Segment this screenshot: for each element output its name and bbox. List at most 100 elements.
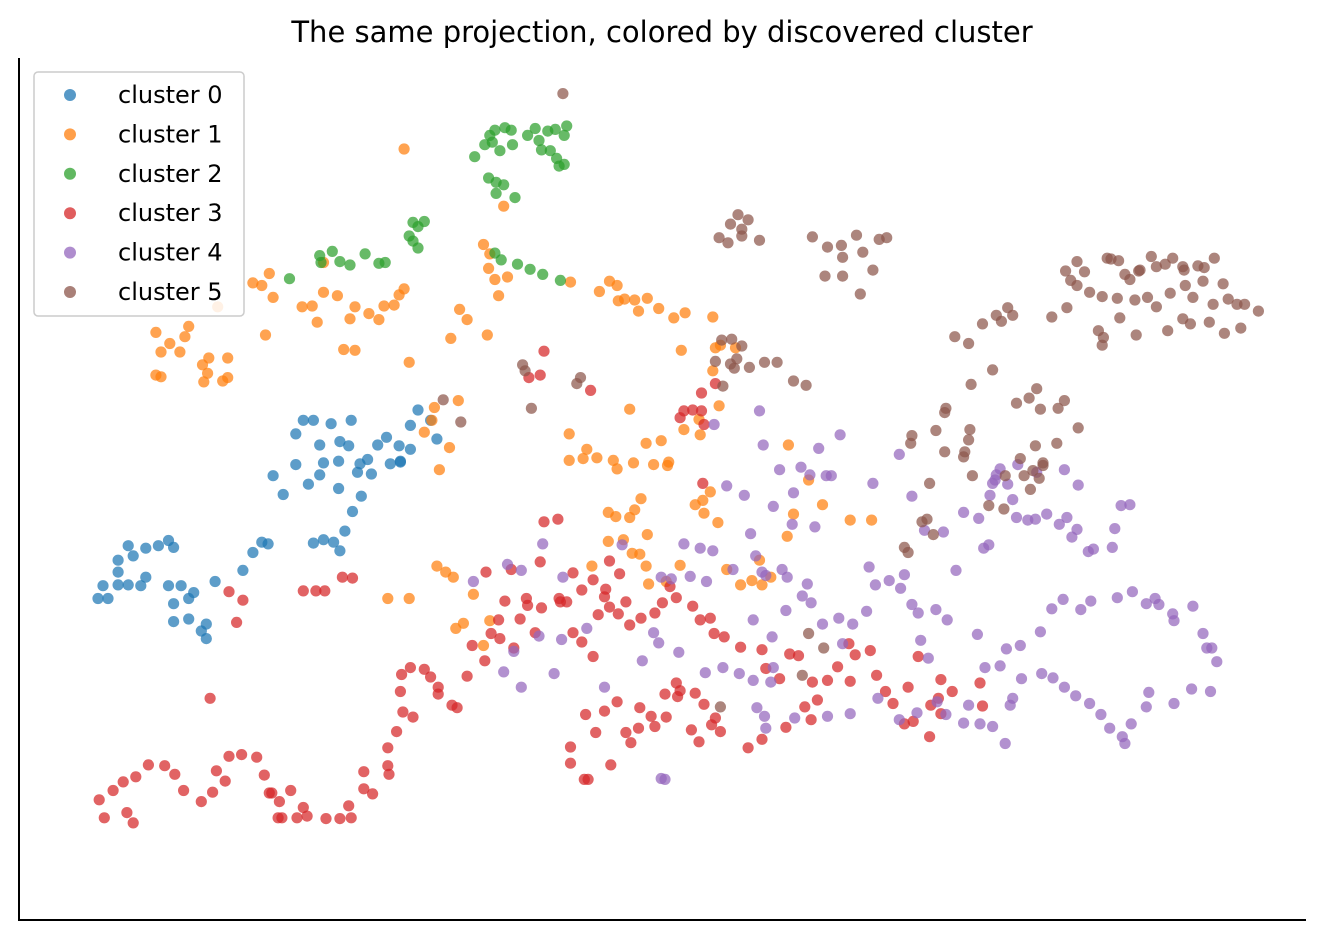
point-cluster-5-114: [940, 402, 952, 414]
point-cluster-4-95: [789, 712, 801, 724]
point-cluster-0-60: [384, 458, 396, 470]
point-cluster-4-23: [760, 569, 772, 582]
point-cluster-4-32: [837, 638, 849, 650]
point-cluster-3-171: [98, 812, 110, 824]
point-cluster-4-146: [1061, 511, 1073, 524]
point-cluster-1-114: [678, 424, 690, 436]
point-cluster-1-104: [787, 508, 800, 520]
point-cluster-0-11: [140, 542, 152, 554]
point-cluster-3-8: [538, 345, 550, 357]
point-cluster-0-53: [393, 440, 405, 452]
point-cluster-3-113: [587, 650, 599, 663]
point-cluster-5-71: [1111, 292, 1123, 304]
point-cluster-4-109: [581, 622, 593, 635]
point-cluster-1-34: [388, 299, 400, 311]
point-cluster-1-74: [627, 457, 640, 469]
point-cluster-3-139: [382, 742, 394, 754]
chart-title: The same projection, colored by discover…: [290, 15, 1032, 49]
point-cluster-4-150: [1087, 543, 1099, 555]
point-cluster-3-21: [552, 513, 564, 525]
point-cluster-1-127: [457, 617, 469, 629]
point-cluster-3-176: [266, 787, 278, 799]
point-cluster-3-142: [367, 788, 379, 800]
point-cluster-1-75: [648, 459, 660, 471]
point-cluster-0-66: [317, 534, 330, 546]
point-cluster-3-149: [301, 810, 313, 822]
point-cluster-3-48: [756, 644, 768, 656]
point-cluster-0-45: [343, 440, 355, 452]
point-cluster-2-12: [418, 215, 430, 228]
point-cluster-1-36: [398, 283, 410, 295]
point-cluster-0-2: [97, 580, 109, 592]
point-cluster-1-37: [403, 356, 415, 368]
point-cluster-4-160: [958, 506, 970, 518]
point-cluster-0-29: [277, 488, 289, 501]
point-cluster-1-68: [707, 365, 719, 377]
point-cluster-4-115: [498, 666, 510, 678]
point-cluster-1-70: [577, 453, 589, 465]
point-cluster-1-107: [698, 507, 710, 519]
point-cluster-0-31: [290, 459, 302, 471]
point-cluster-3-95: [564, 741, 577, 753]
point-cluster-3-70: [935, 674, 947, 686]
point-cluster-5-15: [731, 353, 743, 365]
point-cluster-1-120: [445, 332, 457, 344]
point-cluster-5-47: [1061, 302, 1073, 314]
point-cluster-5-31: [850, 229, 863, 241]
point-cluster-4-84: [987, 720, 999, 733]
point-cluster-4-74: [1095, 708, 1107, 721]
point-cluster-4-82: [1004, 699, 1016, 711]
point-cluster-1-30: [349, 301, 361, 313]
point-cluster-3-100: [620, 726, 632, 739]
point-cluster-3-173: [127, 817, 139, 829]
point-cluster-5-50: [1065, 274, 1077, 286]
point-cluster-0-56: [412, 404, 424, 416]
point-cluster-1-134: [629, 504, 641, 516]
point-cluster-4-143: [1029, 513, 1041, 525]
point-cluster-3-3: [223, 586, 235, 598]
points-layer: [92, 88, 1264, 829]
point-cluster-3-94: [564, 757, 577, 769]
point-cluster-1-77: [635, 493, 647, 505]
legend-label-cluster-5: cluster 5: [118, 278, 223, 306]
point-cluster-0-16: [168, 598, 180, 610]
point-cluster-4-140: [1007, 494, 1019, 506]
point-cluster-1-86: [640, 560, 652, 572]
point-cluster-5-110: [963, 434, 975, 446]
point-cluster-3-76: [799, 701, 811, 713]
point-cluster-1-112: [640, 437, 652, 449]
point-cluster-0-24: [209, 575, 221, 588]
point-cluster-4-2: [757, 439, 769, 451]
point-cluster-4-69: [1140, 701, 1152, 713]
point-cluster-5-96: [987, 364, 999, 376]
point-cluster-3-20: [538, 516, 550, 528]
point-cluster-3-172: [121, 807, 133, 819]
point-cluster-0-0: [92, 592, 104, 605]
point-cluster-4-10: [738, 489, 750, 501]
point-cluster-5-21: [724, 218, 737, 230]
point-cluster-3-141: [383, 768, 395, 780]
point-cluster-2-13: [412, 242, 424, 254]
point-cluster-3-57: [864, 645, 876, 657]
point-cluster-3-162: [195, 796, 207, 808]
point-cluster-0-33: [297, 414, 309, 426]
legend-marker-cluster-1: [64, 128, 76, 141]
point-cluster-3-87: [659, 688, 671, 700]
point-cluster-1-80: [602, 535, 614, 548]
point-cluster-0-67: [183, 613, 195, 625]
point-cluster-4-59: [1168, 615, 1180, 627]
point-cluster-3-39: [656, 597, 669, 609]
point-cluster-3-28: [535, 602, 548, 614]
point-cluster-1-31: [363, 308, 375, 320]
point-cluster-5-131: [1024, 483, 1036, 495]
point-cluster-3-114: [576, 636, 588, 648]
point-cluster-4-11: [745, 528, 757, 540]
point-cluster-0-55: [404, 443, 416, 455]
point-cluster-3-124: [479, 655, 491, 667]
point-cluster-3-6: [336, 571, 348, 583]
point-cluster-1-128: [477, 639, 490, 652]
point-cluster-4-129: [918, 524, 931, 536]
point-cluster-3-59: [879, 685, 892, 698]
point-cluster-4-33: [847, 618, 859, 630]
point-cluster-1-133: [586, 560, 598, 572]
